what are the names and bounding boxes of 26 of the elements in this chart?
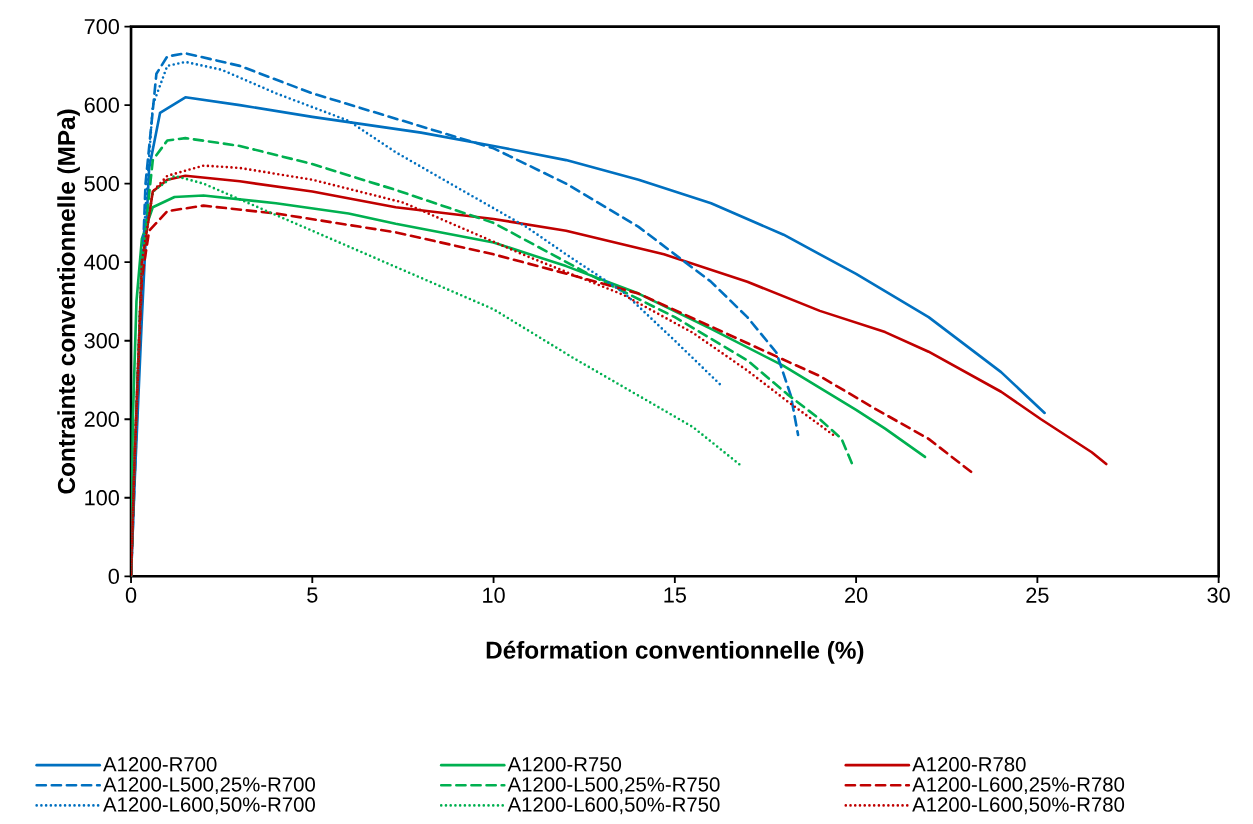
legend-label: A1200-L600,50%-R750	[507, 797, 720, 815]
y-axis-title: Contrainte conventionnelle (MPa)	[57, 109, 80, 494]
y-tick-label: 200	[84, 411, 119, 428]
y-tick-label: 600	[84, 97, 119, 113]
legend-label: A1200-L600,50%-R700	[103, 797, 315, 815]
legend-label: A1200-L500,25%-R750	[507, 777, 720, 795]
x-tick-label: 20	[845, 587, 868, 604]
x-tick-label: 5	[307, 587, 318, 603]
y-tick-label: 0	[108, 568, 119, 585]
x-axis-title: Déformation conventionnelle (%)	[486, 640, 864, 664]
legend-label: A1200-L600,25%-R780	[912, 777, 1125, 795]
x-tick-label: 10	[483, 587, 505, 604]
y-tick-label: 100	[85, 490, 119, 506]
legend-label: A1200-R700	[103, 757, 217, 772]
y-tick-label: 700	[84, 19, 119, 35]
y-tick-label: 500	[84, 176, 119, 192]
legend-label: A1200-R750	[507, 757, 622, 772]
y-tick-label: 400	[84, 254, 119, 271]
x-tick-label: 30	[1207, 587, 1230, 604]
x-tick-label: 15	[664, 587, 686, 603]
x-tick-label: 25	[1026, 587, 1049, 604]
y-tick-label: 300	[84, 333, 119, 349]
legend-label: A1200-L600,50%-R780	[912, 797, 1125, 815]
legend-label: A1200-R780	[912, 757, 1026, 772]
x-tick-label: 0	[125, 587, 137, 604]
legend-label: A1200-L500,25%-R700	[103, 777, 315, 795]
